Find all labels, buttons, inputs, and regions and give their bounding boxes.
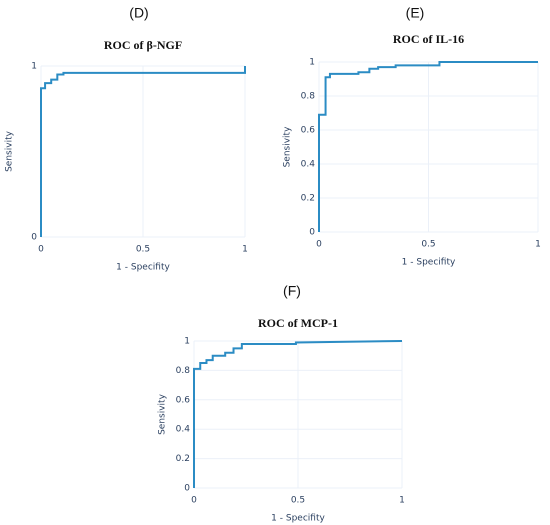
x-tick-label: 0.5 [291, 496, 305, 506]
y-axis-title: Sensivity [5, 130, 15, 171]
chart-title: ROC of β-NGF [104, 38, 182, 52]
y-axis-title: Sensivity [283, 126, 293, 167]
y-tick-label: 0.2 [176, 454, 190, 464]
x-tick-label: 1 [242, 245, 248, 255]
panel-label: (D) [129, 5, 148, 21]
roc-line [40, 66, 246, 237]
panel-label: (F) [283, 283, 301, 299]
y-tick-label: 0 [31, 233, 37, 243]
panel-label: (E) [406, 5, 425, 21]
y-tick-label: 1 [184, 337, 190, 347]
y-tick-label: 0.4 [301, 160, 316, 170]
x-axis-title: 1 - Specifity [116, 263, 170, 273]
y-tick-label: 0.2 [301, 194, 315, 204]
x-tick-label: 0.5 [136, 245, 150, 255]
chart-title: ROC of MCP-1 [258, 316, 338, 330]
x-tick-label: 1 [535, 240, 541, 250]
y-tick-label: 0.6 [301, 126, 316, 136]
y-tick-label: 0.6 [176, 395, 191, 405]
roc-line [318, 61, 538, 232]
y-tick-label: 0 [309, 228, 315, 238]
chart-title: ROC of IL-16 [393, 32, 464, 46]
y-axis-title: Sensivity [158, 393, 168, 434]
x-tick-label: 0 [191, 496, 197, 506]
x-axis-title: 1 - Specifity [271, 514, 325, 524]
x-tick-label: 1 [399, 496, 405, 506]
x-tick-label: 0 [316, 240, 322, 250]
y-tick-label: 0.8 [301, 92, 316, 102]
x-tick-label: 0 [38, 245, 44, 255]
roc-line [193, 340, 403, 488]
y-tick-label: 0.4 [176, 425, 191, 435]
y-tick-label: 0 [184, 484, 190, 494]
y-tick-label: 0.8 [176, 366, 191, 376]
x-tick-label: 0.5 [421, 240, 435, 250]
x-axis-title: 1 - Specifity [402, 258, 456, 268]
y-tick-label: 1 [309, 58, 315, 68]
y-tick-label: 1 [31, 62, 37, 72]
